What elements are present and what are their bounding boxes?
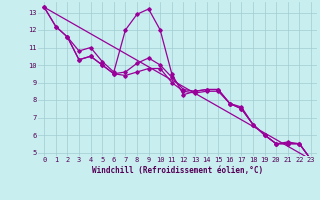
X-axis label: Windchill (Refroidissement éolien,°C): Windchill (Refroidissement éolien,°C) (92, 166, 263, 175)
